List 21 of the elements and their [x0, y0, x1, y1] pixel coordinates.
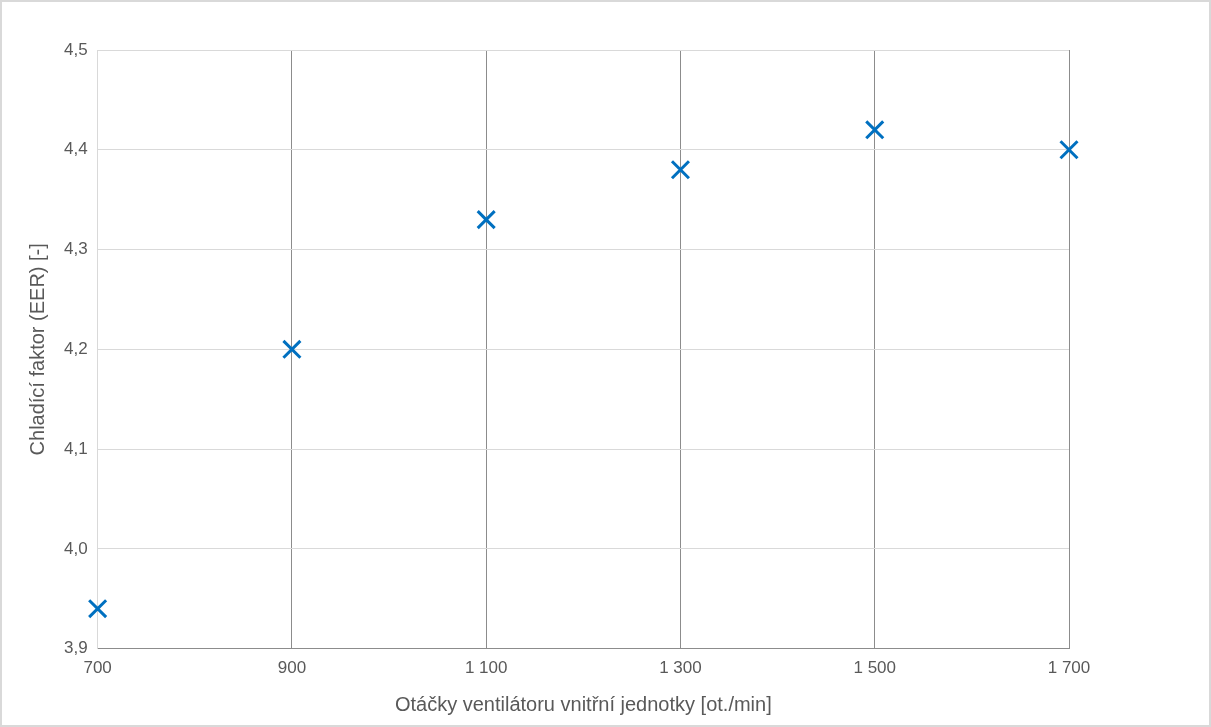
point — [1059, 139, 1079, 160]
y-tick-label: 4,5 — [63, 39, 88, 59]
x-tick-label: 700 — [83, 658, 112, 678]
y-tick-label: 4,1 — [63, 438, 88, 458]
x-tick-label: 900 — [277, 658, 307, 678]
point — [476, 209, 497, 230]
point — [87, 598, 108, 619]
point — [864, 119, 885, 140]
y-tick-label: 3,9 — [63, 638, 88, 658]
y-tick-label: 4,2 — [63, 338, 88, 358]
x-tick-label: 1 100 — [464, 658, 508, 678]
y-tick-label: 4,4 — [63, 139, 88, 159]
y-axis-title: Chladící faktor (EER) [-] — [25, 243, 48, 456]
x-axis-title: Otáčky ventilátoru vnitřní jednotky [ot./min] — [394, 692, 772, 715]
y-tick-label: 4,0 — [63, 538, 88, 558]
x-tick-label: 1 300 — [659, 658, 702, 678]
point — [670, 159, 691, 180]
y-tick-label: 4,3 — [63, 239, 88, 259]
point — [281, 339, 302, 360]
x-tick-label: 1 700 — [1047, 658, 1091, 678]
x-tick-label: 1 500 — [853, 658, 896, 678]
